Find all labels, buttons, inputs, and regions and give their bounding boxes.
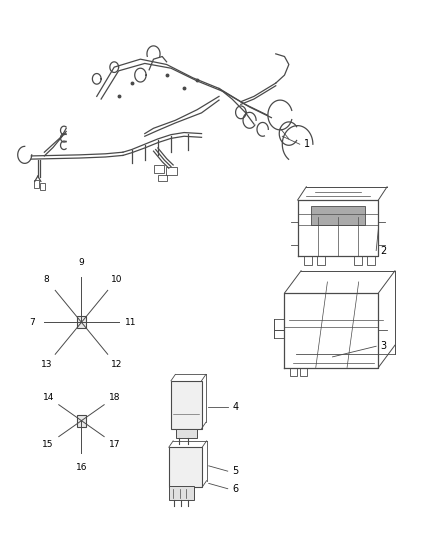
Bar [171, 381, 201, 429]
Bar [311, 206, 365, 225]
Bar [317, 256, 325, 265]
Text: 11: 11 [125, 318, 137, 327]
Bar [169, 486, 194, 500]
Text: 17: 17 [109, 440, 120, 449]
FancyBboxPatch shape [77, 415, 86, 426]
Text: 13: 13 [41, 360, 52, 369]
Text: 5: 5 [232, 466, 238, 476]
Text: 4: 4 [232, 402, 238, 413]
Bar [176, 429, 197, 438]
Bar [300, 368, 307, 376]
Text: 3: 3 [381, 341, 387, 351]
Bar [40, 183, 45, 190]
Text: 6: 6 [232, 484, 238, 494]
Bar [166, 167, 177, 175]
Bar [367, 256, 375, 265]
Bar [290, 368, 297, 376]
FancyBboxPatch shape [77, 317, 86, 328]
Text: 18: 18 [109, 393, 120, 402]
Text: 2: 2 [381, 246, 387, 255]
Bar [304, 256, 312, 265]
Text: 8: 8 [44, 276, 49, 284]
Bar [153, 165, 164, 173]
Bar [169, 447, 202, 487]
Text: 15: 15 [42, 440, 54, 449]
Text: 14: 14 [42, 393, 54, 402]
Text: 10: 10 [111, 276, 122, 284]
Text: 7: 7 [29, 318, 35, 327]
Text: 12: 12 [111, 360, 122, 369]
Bar [34, 180, 39, 188]
Bar [354, 256, 362, 265]
Text: 9: 9 [78, 258, 85, 266]
Text: 16: 16 [76, 463, 87, 472]
Bar [158, 175, 166, 181]
Text: 1: 1 [304, 139, 310, 149]
